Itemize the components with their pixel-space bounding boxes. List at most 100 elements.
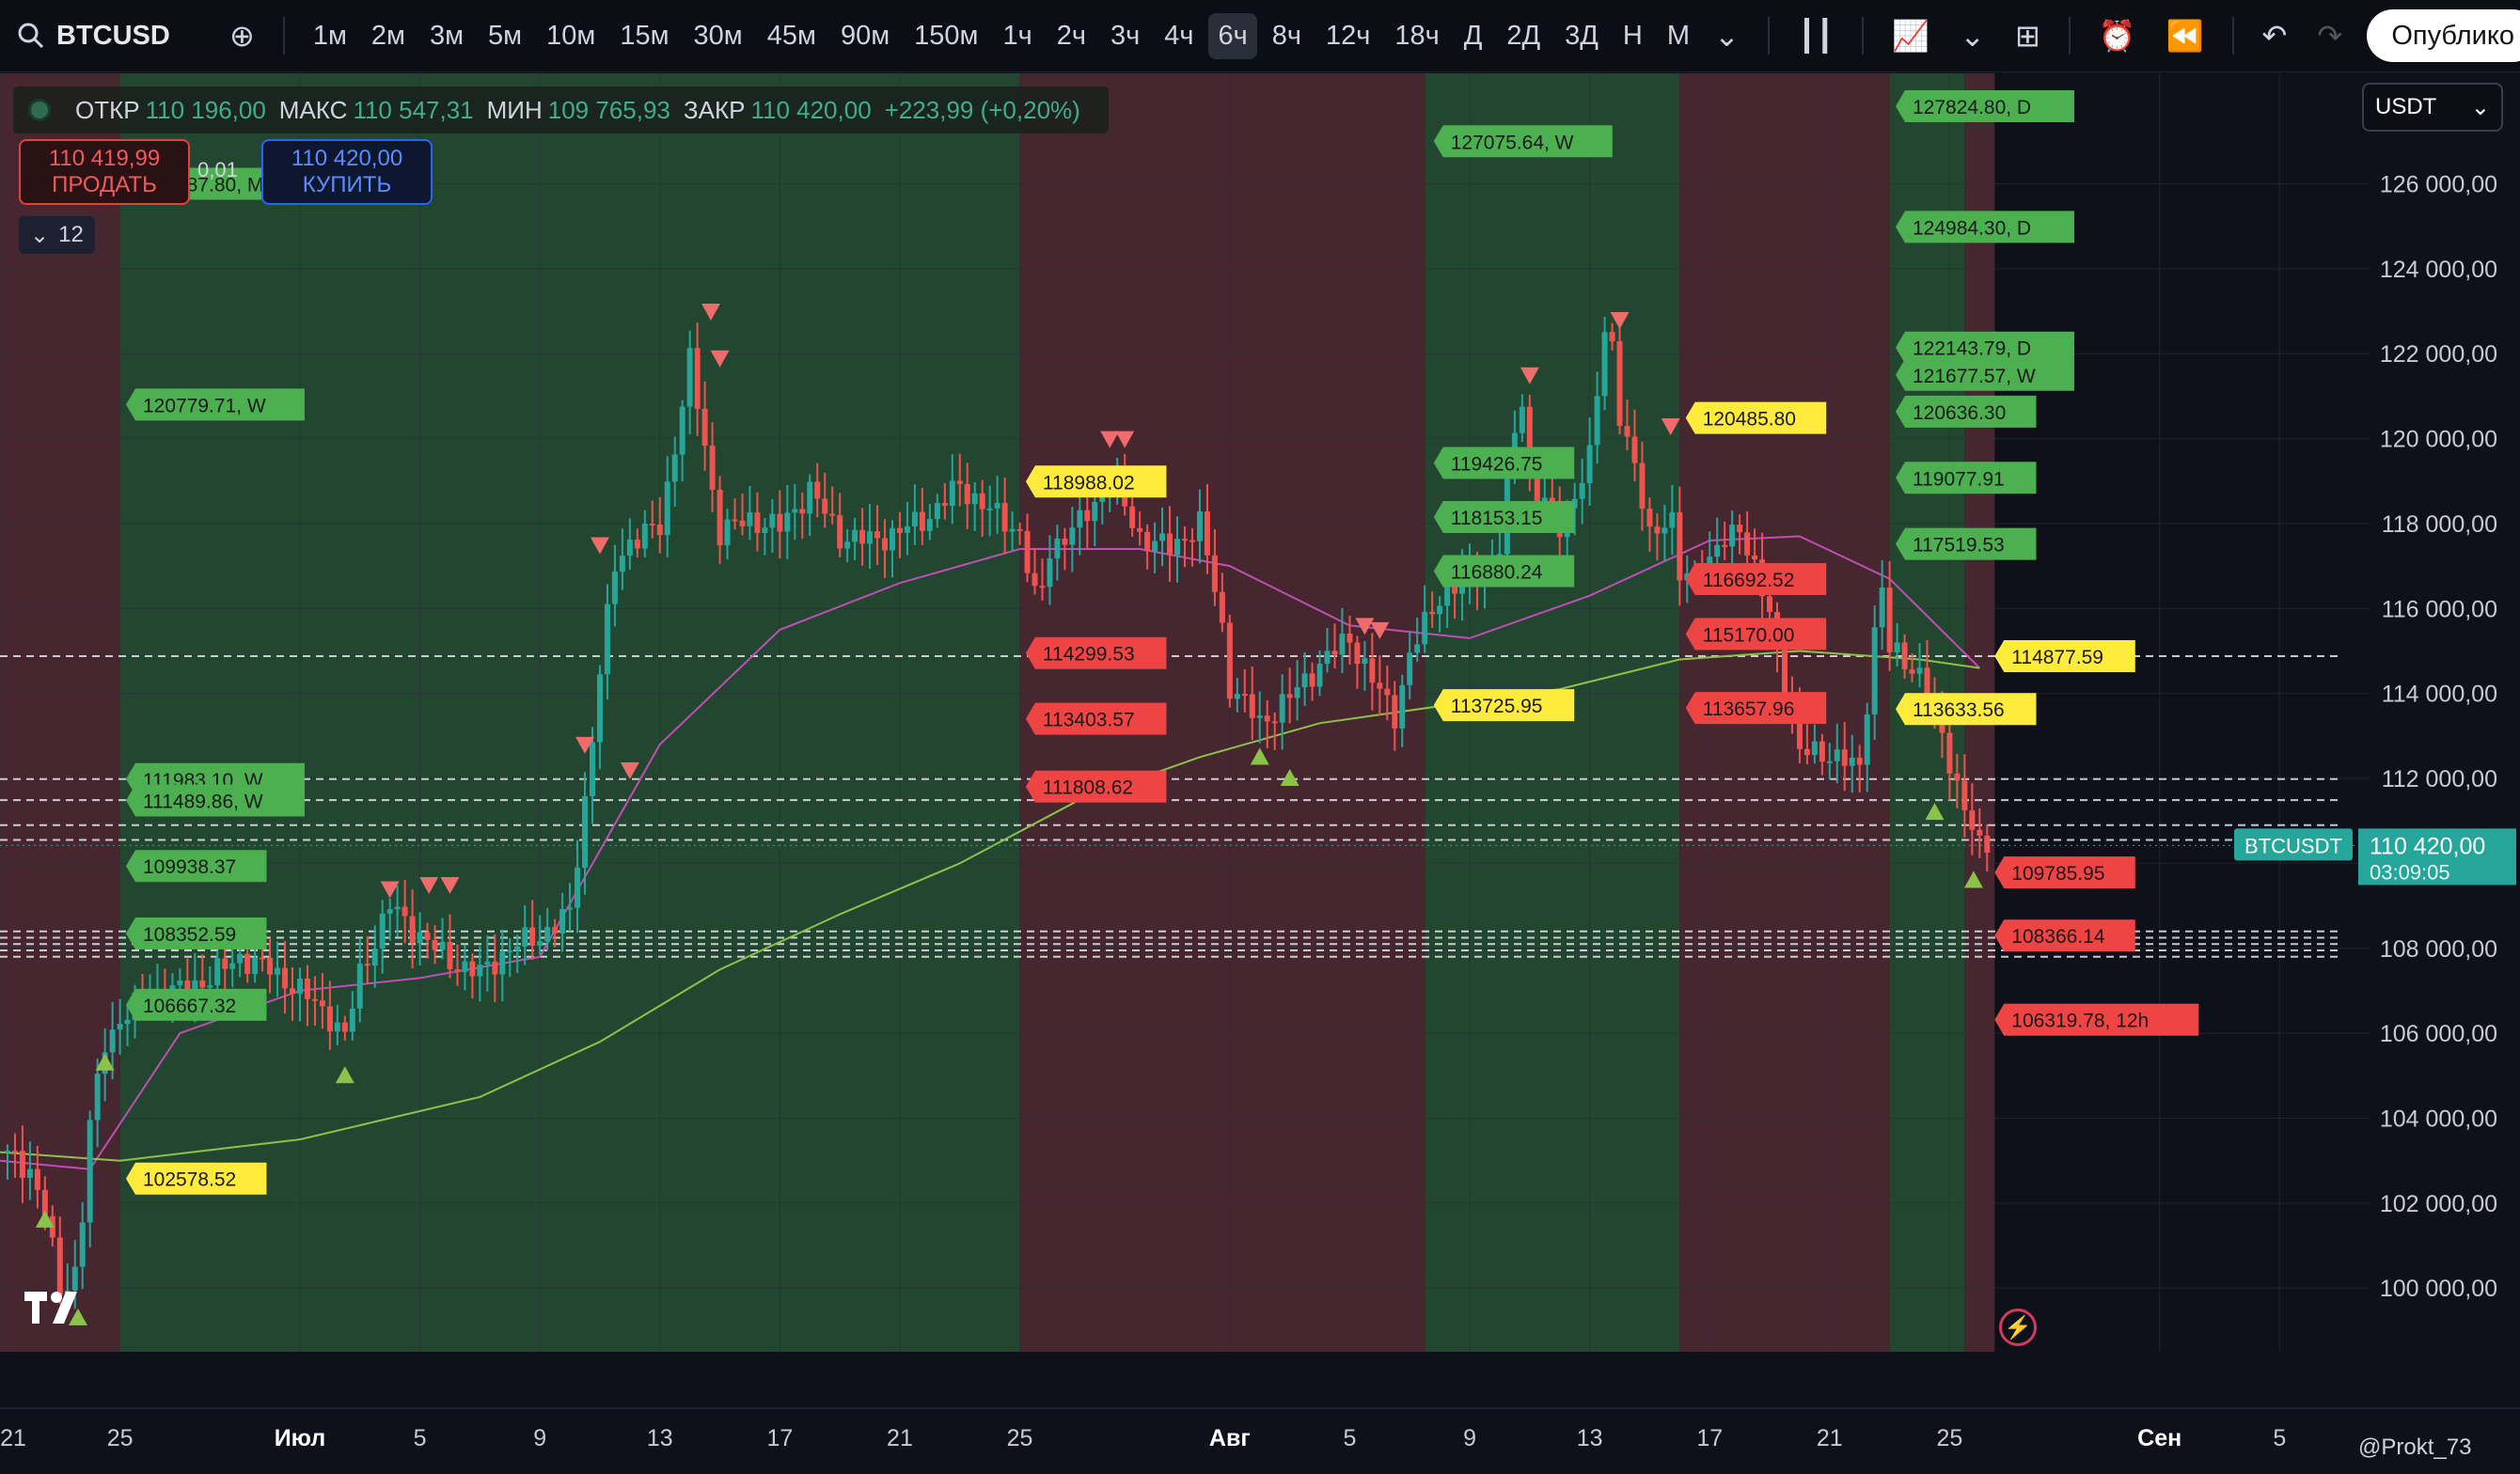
timeframe-9[interactable]: 150м (914, 20, 979, 51)
timeframe-11[interactable]: 2ч (1056, 20, 1086, 51)
timeframe-19[interactable]: 2Д (1506, 20, 1541, 51)
candle-body-5 (41, 1189, 48, 1216)
timeframe-3[interactable]: 5м (488, 20, 523, 51)
timeframe-12[interactable]: 3ч (1110, 20, 1141, 51)
candle-body-16 (124, 1019, 131, 1025)
undo-icon[interactable]: ↶ (2261, 19, 2288, 53)
marker-down-6 (419, 876, 439, 894)
author-credit: @Prokt_73 (2358, 1435, 2472, 1460)
candle-body-244 (1834, 749, 1840, 761)
candle-body-261 (1961, 780, 1968, 811)
level-label-22: 124984.30, D (1896, 211, 2074, 243)
candle-body-103 (777, 513, 783, 532)
candle-body-89 (671, 454, 678, 482)
candle-body-29 (222, 958, 228, 969)
candle-body-239 (1796, 714, 1803, 749)
candle-body-112 (844, 541, 851, 549)
candle-body-53 (402, 906, 408, 917)
level-label-bg-20 (1685, 692, 1827, 725)
candles (4, 316, 1991, 1309)
indicators-toggle[interactable]: ⌄ 12 (19, 216, 95, 254)
level-label-bg-26 (1896, 462, 2037, 494)
level-label-bg-4 (125, 850, 267, 883)
candle-body-254 (1909, 669, 1915, 674)
candle-body-104 (784, 512, 791, 532)
y-tick-1: 102 000,00 (2380, 1191, 2497, 1217)
toolbar-divider (1767, 17, 1770, 55)
candle-body-65 (492, 961, 498, 975)
timeframe-10[interactable]: 1ч (1002, 20, 1032, 51)
buy-button[interactable]: 110 420,00 КУПИТЬ (261, 139, 433, 205)
candle-body-56 (424, 932, 431, 940)
level-label-text-30: 109785.95 (2011, 863, 2104, 885)
sell-label: ПРОДАТЬ (52, 172, 157, 197)
currency-select[interactable]: USDT ⌄ (2362, 83, 2503, 132)
timeframe-4[interactable]: 10м (546, 20, 596, 51)
visibility-icon[interactable] (28, 99, 51, 121)
candle-body-84 (634, 539, 640, 549)
add-symbol-icon[interactable]: ⊕ (229, 19, 255, 53)
x-tick-13: 17 (1696, 1425, 1723, 1451)
candle-body-30 (229, 963, 236, 969)
candle-body-62 (469, 961, 476, 977)
redo-icon[interactable]: ↷ (2317, 19, 2343, 53)
low-label: МИН (486, 95, 543, 124)
timeframe-1[interactable]: 2м (370, 20, 405, 51)
level-label-text-9: 114299.53 (1043, 644, 1135, 666)
candle-body-166 (1249, 694, 1255, 718)
timeframe-14[interactable]: 6ч (1208, 12, 1257, 59)
timeframe-13[interactable]: 4ч (1164, 20, 1194, 51)
candle-body-183 (1377, 682, 1383, 689)
timeframe-7[interactable]: 45м (766, 20, 816, 51)
replay-icon[interactable]: ⏪ (2166, 19, 2204, 53)
low-value: 109 765,93 (547, 95, 670, 124)
timeframe-2[interactable]: 3м (429, 20, 465, 51)
chevron-down-icon[interactable]: ⌄ (1960, 19, 1986, 53)
timeframe-8[interactable]: 90м (840, 20, 890, 51)
alert-icon[interactable]: ⏰ (2098, 19, 2136, 53)
timeframe-20[interactable]: 3Д (1565, 20, 1599, 51)
marker-up-0 (35, 1210, 55, 1228)
layout-grid-icon[interactable]: ⊞ (2015, 19, 2040, 53)
x-tick-7: 21 (887, 1425, 913, 1451)
publish-button[interactable]: Опублико (2367, 9, 2520, 62)
candle-body-14 (109, 1029, 116, 1053)
symbol-search[interactable]: BTCUSD (17, 21, 214, 52)
level-label-text-14: 118153.15 (1451, 508, 1543, 529)
candle-body-33 (252, 957, 259, 975)
candle-body-121 (911, 511, 918, 527)
sell-button[interactable]: 110 419,99 ПРОДАТЬ (19, 139, 190, 205)
timeframe-15[interactable]: 8ч (1271, 20, 1301, 51)
candle-body-170 (1279, 694, 1285, 723)
lightning-icon[interactable]: ⚡ (1999, 1309, 2037, 1346)
candles-icon[interactable]: ┃┃ (1797, 19, 1835, 53)
x-tick-0: 21 (0, 1425, 26, 1451)
candle-body-99 (747, 512, 753, 526)
candle-body-204 (1534, 477, 1540, 503)
candle-body-52 (394, 906, 401, 910)
timeframe-17[interactable]: 18ч (1394, 20, 1440, 51)
timeframe-22[interactable]: М (1666, 20, 1691, 51)
candle-body-37 (282, 967, 289, 989)
candle-body-67 (507, 950, 513, 953)
indicators-icon[interactable]: 📈 (1892, 19, 1930, 53)
candle-body-100 (754, 512, 761, 533)
candle-body-143 (1077, 510, 1083, 528)
timeframe-18[interactable]: Д (1463, 20, 1483, 51)
timeframe-5[interactable]: 15м (620, 20, 669, 51)
timeframe-21[interactable]: Н (1622, 20, 1643, 51)
candle-body-187 (1407, 652, 1413, 685)
timeframe-16[interactable]: 12ч (1325, 20, 1371, 51)
candle-body-50 (379, 913, 386, 949)
candle-body-129 (971, 493, 978, 505)
timeframe-6[interactable]: 30м (693, 20, 743, 51)
chevron-down-icon[interactable]: ⌄ (1714, 19, 1740, 53)
candle-body-101 (762, 527, 768, 533)
candle-body-202 (1519, 406, 1525, 433)
timeframe-0[interactable]: 1м (312, 20, 347, 51)
spread-value: 0,01 (197, 158, 238, 181)
candle-body-35 (267, 957, 274, 975)
close-label: ЗАКР (683, 95, 746, 124)
candle-body-151 (1137, 527, 1143, 532)
